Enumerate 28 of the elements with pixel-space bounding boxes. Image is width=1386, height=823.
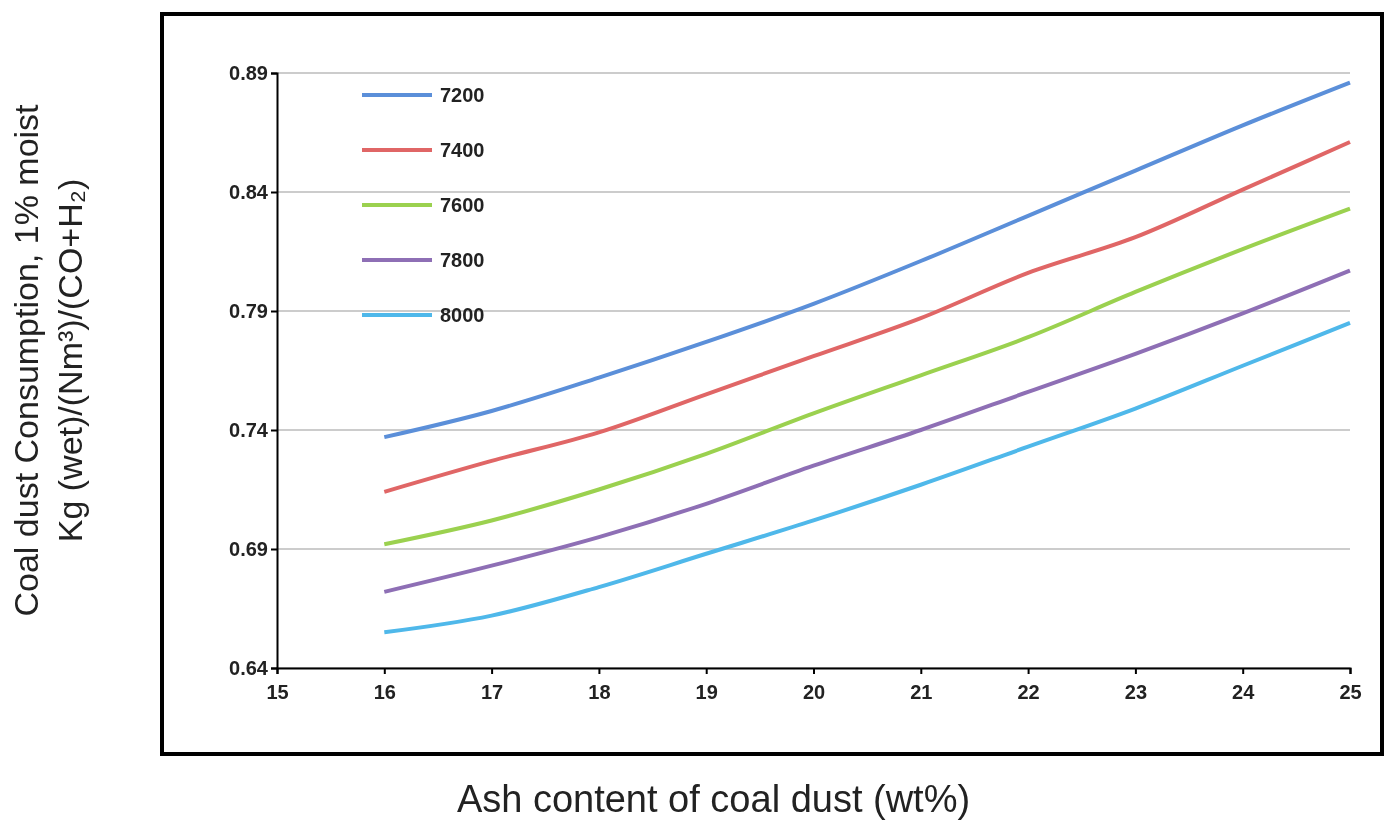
x-tick-label: 15 (266, 681, 289, 703)
y-tick-label: 0.74 (229, 418, 269, 441)
x-tick-label: 16 (373, 681, 396, 703)
line-series (382, 140, 1352, 494)
line-series (382, 80, 1352, 440)
legend-label: 7600 (440, 194, 485, 216)
y-tick-label: 0.89 (229, 61, 268, 84)
legend-label: 7400 (440, 139, 485, 161)
legend-label: 7800 (440, 249, 485, 271)
x-tick-label: 20 (802, 681, 826, 703)
x-axis-title: Ash content of coal dust (wt%) (456, 778, 971, 820)
x-tick-label: 24 (1232, 681, 1256, 703)
x-tick-label: 21 (910, 681, 933, 703)
line-series (382, 268, 1352, 594)
x-tick-label: 18 (588, 681, 611, 703)
line-series (382, 320, 1352, 635)
y-tick-label: 0.84 (229, 180, 269, 203)
y-axis-title: Coal dust Consumption, 1% moist Kg (wet)/(Nm³)/(CO+H₂) (7, 103, 89, 617)
x-tick-label: 19 (695, 681, 718, 703)
y-tick-label: 0.69 (229, 537, 268, 560)
x-tick-label: 25 (1339, 681, 1362, 703)
legend-label: 8000 (440, 304, 485, 326)
x-tick-label: 22 (1017, 681, 1040, 703)
x-tick-label: 23 (1124, 681, 1148, 703)
y-tick-label: 0.79 (229, 299, 268, 322)
y-tick-label: 0.64 (229, 656, 269, 679)
x-tick-label: 17 (480, 681, 504, 703)
legend-label: 7200 (440, 84, 485, 106)
